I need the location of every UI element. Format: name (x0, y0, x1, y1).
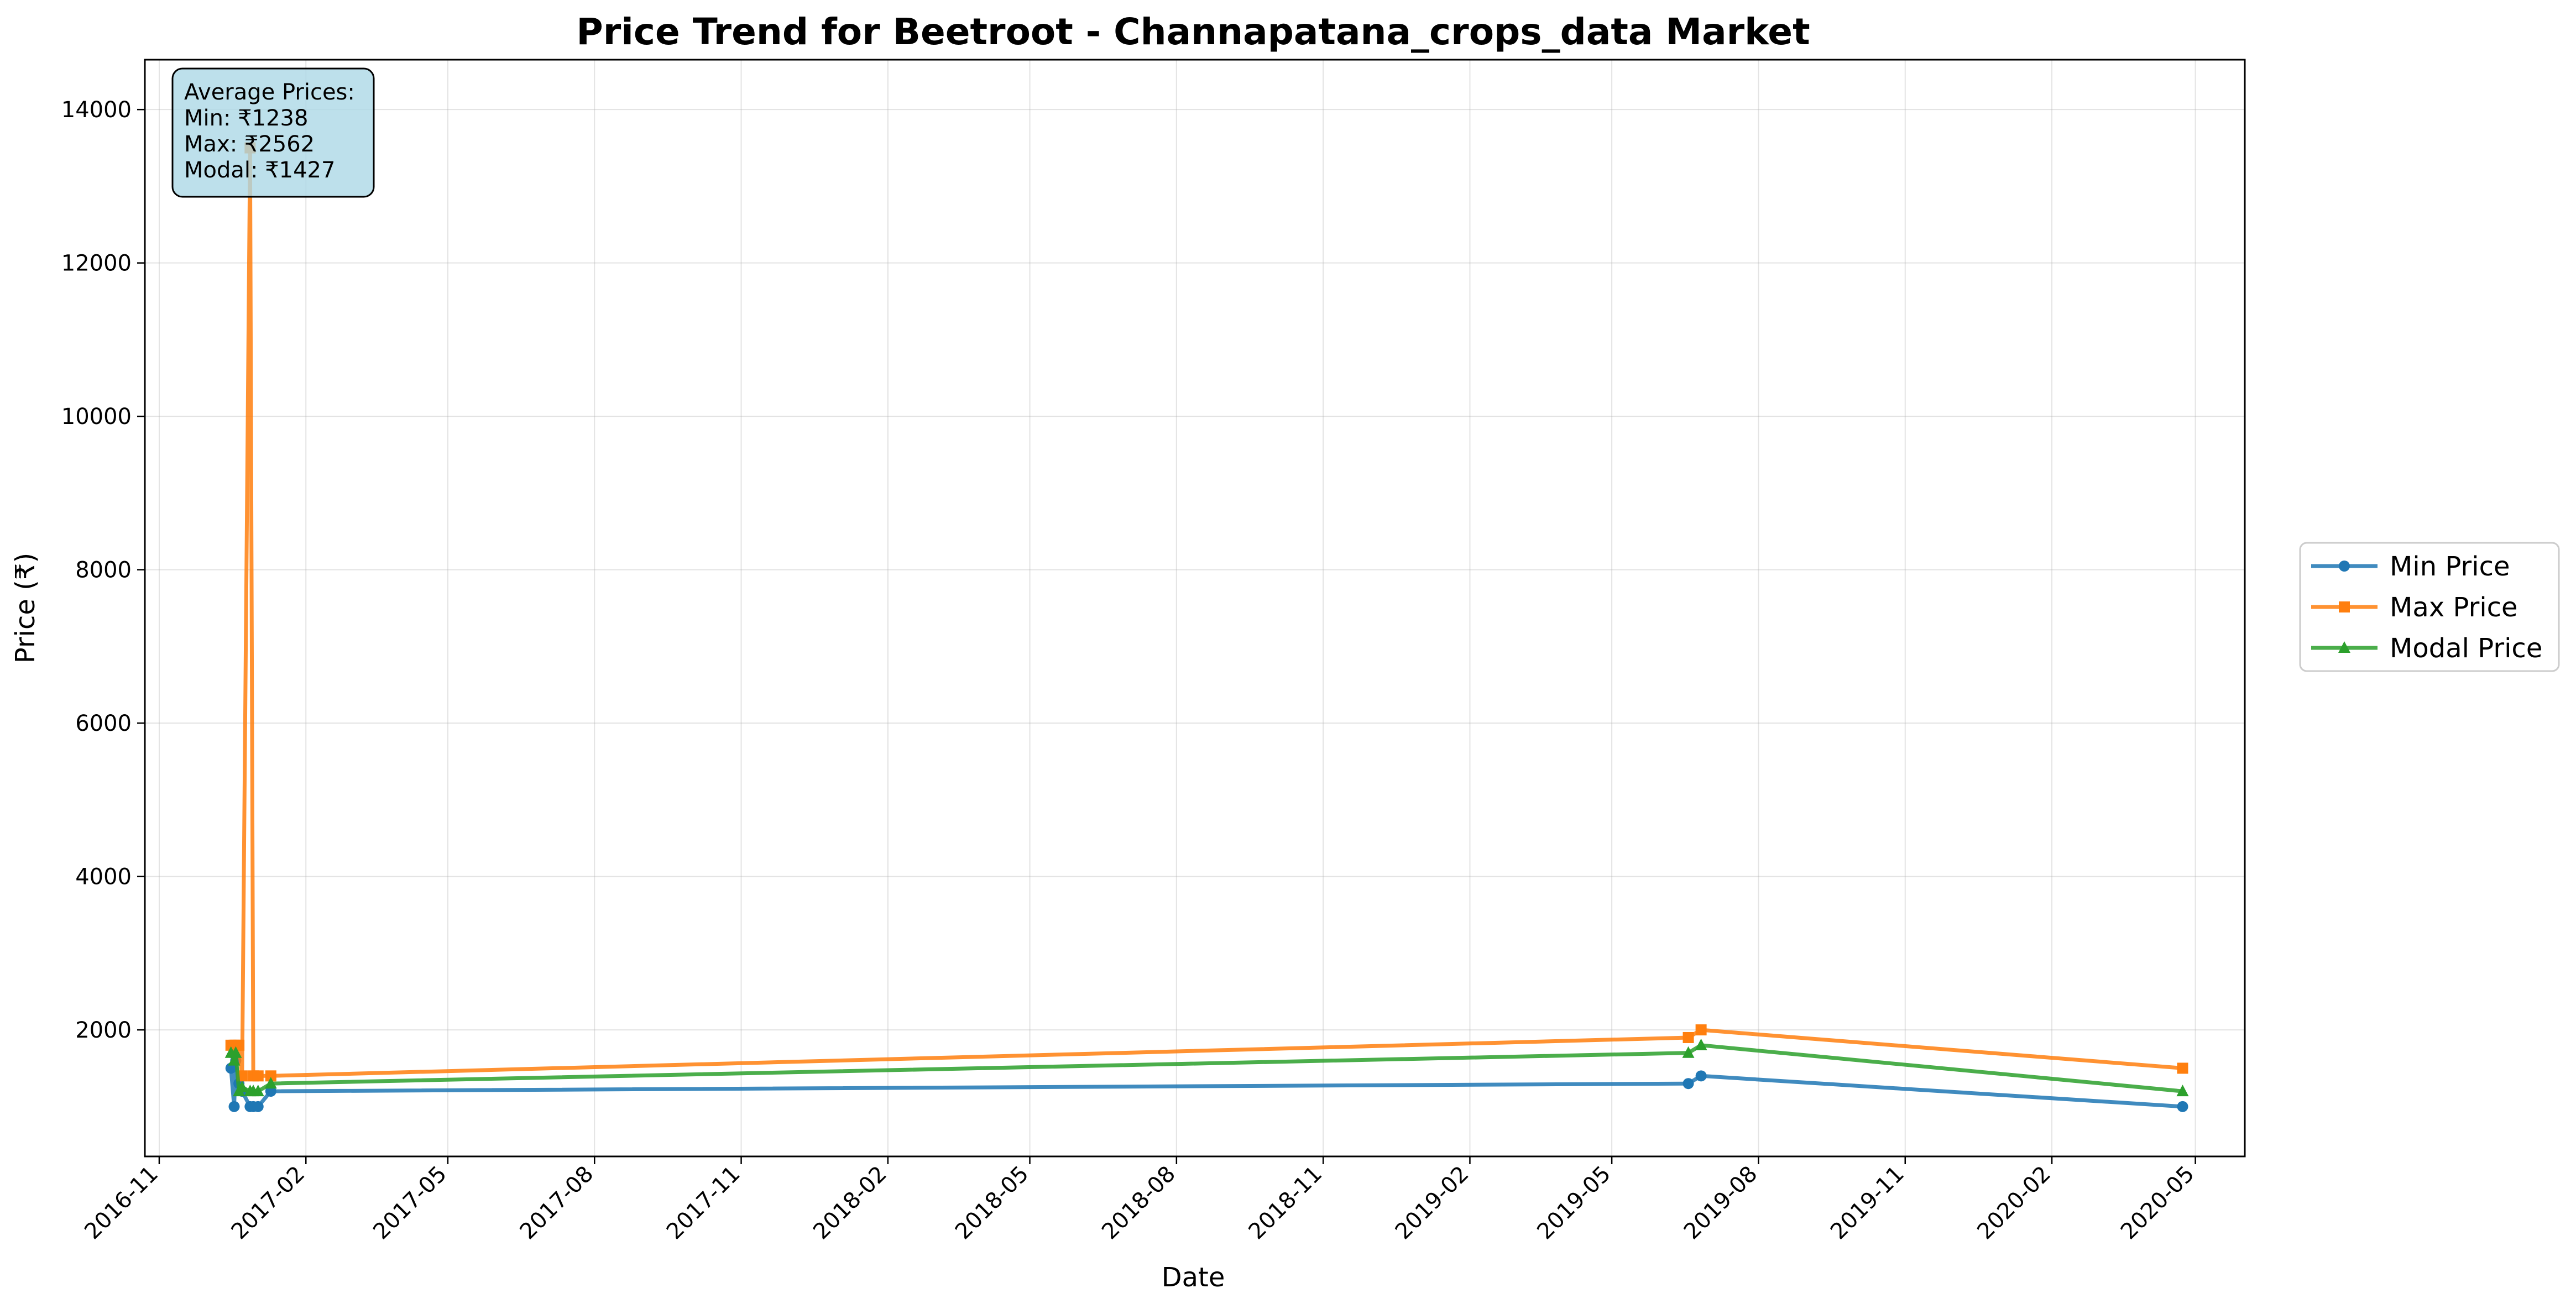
stats-line: Max: ₹2562 (184, 132, 315, 157)
series-layer (224, 142, 2189, 1112)
chart-title: Price Trend for Beetroot - Channapatana_… (576, 11, 1810, 53)
plot-area-frame (144, 59, 2246, 1158)
modal-price-point (252, 1085, 264, 1097)
legend-frame (2299, 542, 2560, 672)
modal-price-point (2176, 1085, 2189, 1097)
legend-entries: Min Price Max Price Modal Price (2311, 551, 2542, 664)
modal-price-point (1682, 1046, 1695, 1058)
stats-line: Average Prices: (184, 80, 355, 105)
y-tick-label: 14000 (61, 97, 132, 123)
modal-price-point (1695, 1038, 1707, 1050)
max-price-point (1683, 1032, 1694, 1043)
modal-price-point (236, 1081, 248, 1093)
stats-line: Min: ₹1238 (184, 106, 308, 131)
y-tick-label: 10000 (61, 404, 132, 430)
stats-box: Average Prices: Min: ₹1238 Max: ₹2562 Mo… (171, 67, 375, 198)
min-price-point (252, 1101, 264, 1112)
legend-marker (2338, 641, 2350, 653)
legend: Min Price Max Price Modal Price (2299, 542, 2560, 672)
y-tick-label: 8000 (75, 558, 132, 583)
legend-marker (2339, 561, 2350, 572)
modal-price-series (224, 1038, 2189, 1097)
legend-item-modal-price: Modal Price (2311, 633, 2542, 664)
modal-price-point (228, 1054, 241, 1066)
y-tick-label: 4000 (75, 865, 132, 890)
legend-label: Modal Price (2390, 633, 2542, 664)
legend-marker (2339, 601, 2350, 612)
grid-layer (145, 60, 2245, 1156)
legend-label: Max Price (2390, 592, 2518, 623)
y-tick-label: 6000 (75, 711, 132, 736)
min-price-point (228, 1101, 240, 1112)
max-price-point (1695, 1024, 1707, 1036)
stats-line: Modal: ₹1427 (184, 158, 335, 183)
modal-price-point (229, 1046, 242, 1058)
stats-box-background (171, 67, 375, 198)
y-tick-label: 2000 (75, 1018, 132, 1043)
min-price-point (1695, 1070, 1707, 1082)
y-axis-label: Price (₹) (10, 553, 41, 663)
modal-price-point (264, 1077, 277, 1089)
min-price-point (2177, 1101, 2188, 1112)
min-price-point (1683, 1078, 1694, 1090)
legend-item-min-price: Min Price (2311, 551, 2510, 582)
x-axis-label: Date (1162, 1262, 1225, 1293)
max-price-point (265, 1070, 276, 1082)
max-price-point (2177, 1062, 2188, 1074)
max-price-point (252, 1070, 264, 1082)
legend-label: Min Price (2390, 551, 2510, 582)
legend-item-max-price: Max Price (2311, 592, 2518, 623)
y-tick-label: 12000 (61, 251, 132, 276)
